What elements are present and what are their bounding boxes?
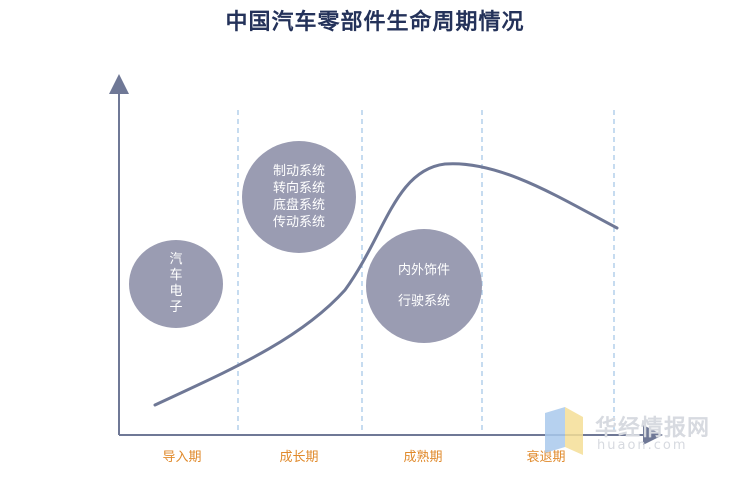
x-axis-arrow [643, 425, 663, 445]
bubble-text: 制动系统 [272, 164, 325, 179]
bubble-text: 传动系统 [272, 215, 325, 230]
stage-label-maturity: 成熟期 [403, 450, 443, 465]
page-title: 中国汽车零部件生命周期情况 [225, 9, 525, 35]
y-axis-arrow [109, 74, 129, 94]
bubble-text: 子 [169, 300, 183, 315]
bubble-mature-systems: 内外饰件 行驶系统 [366, 229, 482, 343]
bubble-text: 底盘系统 [272, 198, 325, 213]
bubble-growth-systems: 制动系统 转向系统 底盘系统 传动系统 [242, 141, 356, 253]
bubble-text: 转向系统 [272, 181, 325, 196]
stage-label-decline: 衰退期 [526, 450, 566, 465]
bubble-text: 汽 [169, 252, 183, 267]
bubble-text: 内外饰件 [397, 263, 450, 278]
bubble-auto-electronics: 汽 车 电 子 [129, 240, 223, 328]
bubble-text: 车 [169, 268, 183, 283]
watermark-url: huaon.com [597, 438, 688, 453]
stage-label-introduction: 导入期 [162, 450, 202, 465]
stage-label-growth: 成长期 [279, 450, 319, 465]
bubble-text: 电 [169, 284, 183, 299]
watermark-name: 华经情报网 [595, 416, 711, 441]
bubble-text: 行驶系统 [397, 294, 450, 309]
lifecycle-curve [153, 162, 619, 407]
watermark-logo-icon [545, 407, 583, 455]
